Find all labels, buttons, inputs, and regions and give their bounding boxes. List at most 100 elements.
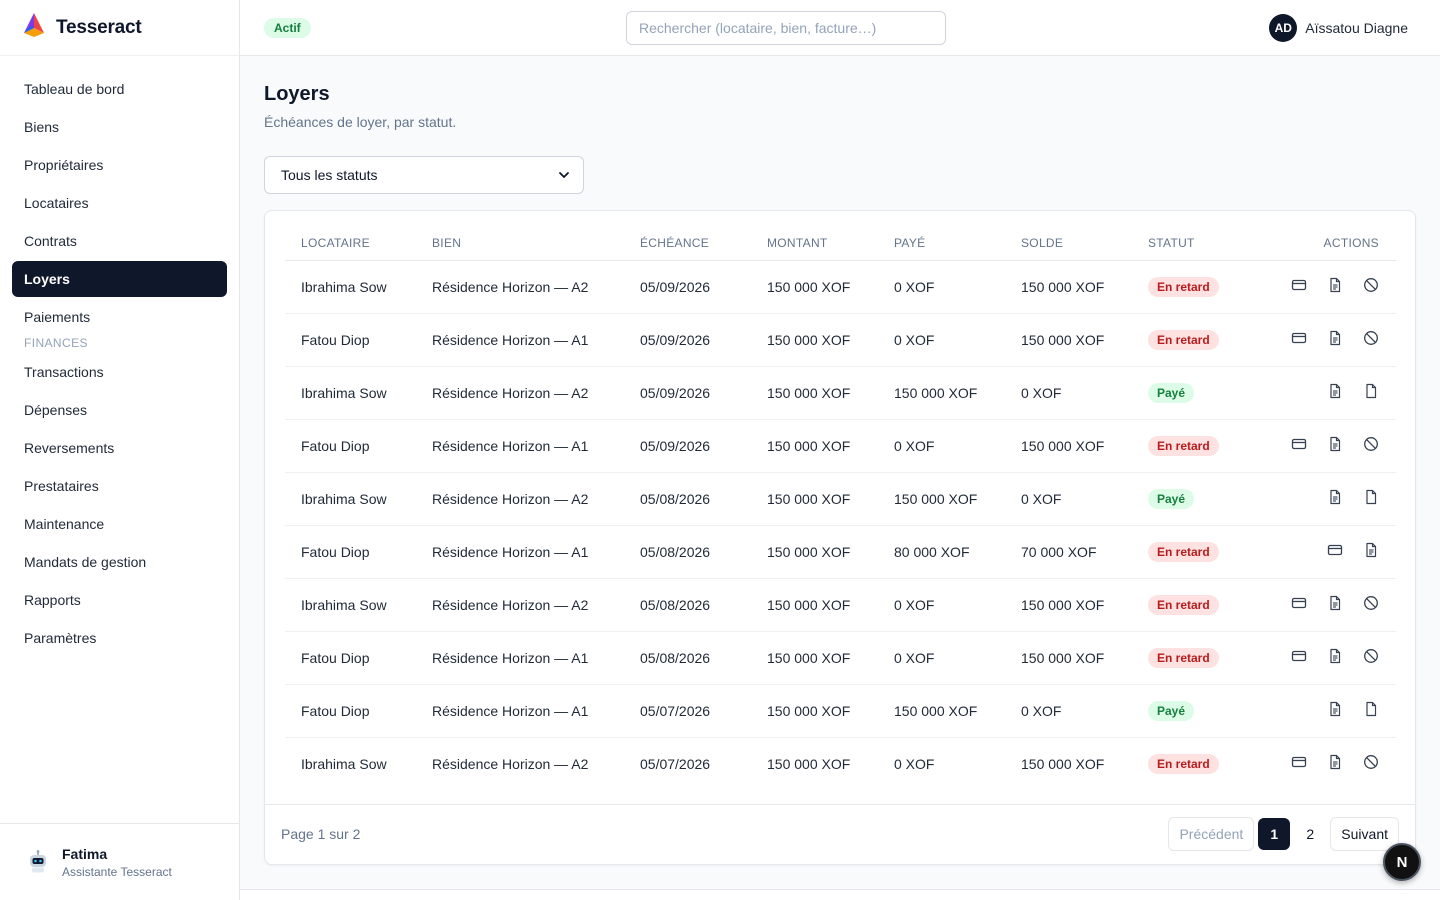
cell-actions	[1268, 472, 1396, 526]
sidebar-item-rapports[interactable]: Rapports	[24, 592, 81, 608]
cell-due-date: 05/09/2026	[640, 260, 767, 314]
document-icon[interactable]	[1327, 489, 1343, 505]
column-header-balance: SOLDE	[1021, 226, 1148, 261]
card-icon[interactable]	[1291, 277, 1307, 293]
table-row[interactable]: Ibrahima Sow Résidence Horizon — A2 05/08/…	[285, 578, 1396, 632]
sidebar-item-transactions[interactable]: Transactions	[24, 364, 104, 380]
table-row[interactable]: Fatou Diop Résidence Horizon — A1 05/08/20…	[285, 631, 1396, 685]
sidebar-item-reversements[interactable]: Reversements	[24, 440, 115, 456]
assistant-name: Fatima	[62, 845, 108, 862]
chevron-down-icon	[557, 168, 571, 182]
cell-amount: 150 000 XOF	[767, 260, 894, 314]
status-badge: En retard	[1148, 541, 1219, 562]
sidebar-item-loyers[interactable]: Loyers	[12, 261, 227, 297]
sidebar-item-depenses[interactable]: Dépenses	[24, 402, 88, 418]
cancel-icon[interactable]	[1363, 436, 1379, 452]
document-icon[interactable]	[1327, 595, 1343, 611]
table-row[interactable]: Fatou Diop Résidence Horizon — A1 05/07/20…	[285, 684, 1396, 738]
document-icon[interactable]	[1327, 436, 1343, 452]
cancel-icon[interactable]	[1363, 277, 1379, 293]
sidebar-item-mandats-de-gestion[interactable]: Mandats de gestion	[24, 554, 147, 570]
cell-due-date: 05/09/2026	[640, 366, 767, 420]
cell-balance: 0 XOF	[1021, 684, 1148, 738]
sidebar-item-biens[interactable]: Biens	[24, 119, 60, 135]
cell-actions	[1268, 260, 1396, 314]
main-content: Loyers Échéances de loyer, par statut. T…	[240, 56, 1440, 890]
card-icon[interactable]	[1291, 648, 1307, 664]
status-badge: En retard	[1148, 647, 1219, 668]
cell-due-date: 05/08/2026	[640, 525, 767, 579]
table-row[interactable]: Ibrahima Sow Résidence Horizon — A2 05/09/…	[285, 260, 1396, 314]
document-icon[interactable]	[1327, 754, 1343, 770]
status-badge: En retard	[1148, 329, 1219, 350]
document-icon[interactable]	[1327, 701, 1343, 717]
page-title: Loyers	[264, 83, 330, 105]
card-icon[interactable]	[1291, 436, 1307, 452]
receipt-icon[interactable]	[1363, 701, 1379, 717]
next-page-button[interactable]: Suivant	[1330, 817, 1399, 851]
cancel-icon[interactable]	[1363, 595, 1379, 611]
status-filter-select[interactable]: Tous les statuts	[264, 156, 584, 194]
pagination-info: Page 1 sur 2	[281, 826, 361, 842]
top-header: Actif AD Aïssatou Diagne	[240, 0, 1440, 56]
sidebar-item-prestataires[interactable]: Prestataires	[24, 478, 99, 494]
row-actions	[1291, 595, 1379, 611]
table-row[interactable]: Fatou Diop Résidence Horizon — A1 05/08/20…	[285, 525, 1396, 579]
sidebar-nav: Tableau de bord Biens Propriétaires Locatai…	[0, 56, 239, 656]
column-header-due: ÉCHÉANCE	[640, 226, 767, 261]
cell-actions	[1268, 631, 1396, 685]
brand[interactable]: Tesseract	[0, 0, 239, 56]
cancel-icon[interactable]	[1363, 648, 1379, 664]
document-icon[interactable]	[1327, 648, 1343, 664]
cell-paid: 0 XOF	[894, 313, 1021, 367]
cancel-icon[interactable]	[1363, 754, 1379, 770]
document-icon[interactable]	[1327, 383, 1343, 399]
card-icon[interactable]	[1291, 595, 1307, 611]
sidebar-item-locataires[interactable]: Locataires	[24, 195, 89, 211]
cell-status: En retard	[1148, 578, 1268, 632]
sidebar-item-paiements[interactable]: Paiements	[24, 309, 91, 325]
card-icon[interactable]	[1327, 542, 1343, 558]
page-button-2[interactable]: 2	[1306, 826, 1315, 842]
table-row[interactable]: Ibrahima Sow Résidence Horizon — A2 05/09/…	[285, 366, 1396, 420]
floating-action-button[interactable]: N	[1383, 843, 1421, 881]
cancel-icon[interactable]	[1363, 330, 1379, 346]
sidebar-item-tableau-de-bord[interactable]: Tableau de bord	[24, 81, 125, 97]
sidebar-item-maintenance[interactable]: Maintenance	[24, 516, 105, 532]
cell-actions	[1268, 525, 1396, 579]
user-menu[interactable]: AD Aïssatou Diagne	[1269, 14, 1408, 42]
cell-status: En retard	[1148, 631, 1268, 685]
cell-property: Résidence Horizon — A2	[432, 260, 640, 314]
cell-balance: 150 000 XOF	[1021, 578, 1148, 632]
table-row[interactable]: Ibrahima Sow Résidence Horizon — A2 05/07/…	[285, 737, 1396, 790]
cell-actions	[1268, 313, 1396, 367]
document-icon[interactable]	[1327, 330, 1343, 346]
cell-tenant: Fatou Diop	[285, 419, 432, 473]
receipt-icon[interactable]	[1363, 383, 1379, 399]
cell-property: Résidence Horizon — A1	[432, 525, 640, 579]
sidebar-item-parametres[interactable]: Paramètres	[24, 630, 97, 646]
cell-status: Payé	[1148, 366, 1268, 420]
previous-page-button[interactable]: Précédent	[1168, 817, 1255, 851]
table-row[interactable]: Ibrahima Sow Résidence Horizon — A2 05/08/…	[285, 472, 1396, 526]
assistant-card[interactable]: Fatima Assistante Tesseract	[0, 823, 239, 900]
sidebar-item-contrats[interactable]: Contrats	[24, 233, 77, 249]
cell-balance: 150 000 XOF	[1021, 419, 1148, 473]
cell-paid: 0 XOF	[894, 578, 1021, 632]
column-header-status: STATUT	[1148, 226, 1268, 261]
page-button-1[interactable]: 1	[1258, 818, 1291, 850]
receipt-icon[interactable]	[1363, 489, 1379, 505]
card-icon[interactable]	[1291, 330, 1307, 346]
sidebar-item-proprietaires[interactable]: Propriétaires	[24, 157, 104, 173]
document-icon[interactable]	[1363, 542, 1379, 558]
row-actions	[1327, 701, 1379, 717]
table-row[interactable]: Fatou Diop Résidence Horizon — A1 05/09/20…	[285, 419, 1396, 473]
document-icon[interactable]	[1327, 277, 1343, 293]
card-icon[interactable]	[1291, 754, 1307, 770]
cell-actions	[1268, 366, 1396, 420]
table-row[interactable]: Fatou Diop Résidence Horizon — A1 05/09/20…	[285, 313, 1396, 367]
row-actions	[1291, 436, 1379, 452]
cell-balance: 150 000 XOF	[1021, 260, 1148, 314]
cell-tenant: Ibrahima Sow	[285, 366, 432, 420]
search-input[interactable]	[626, 11, 946, 45]
